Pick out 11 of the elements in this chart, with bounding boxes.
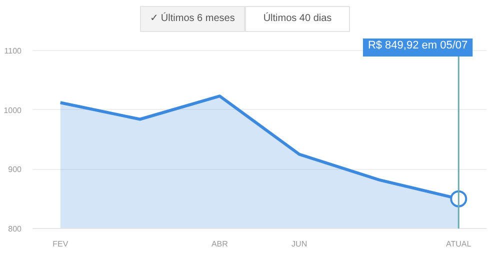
y-tick-label: 1000	[4, 106, 22, 115]
y-tick-label: 800	[8, 224, 22, 234]
x-tick-label: ABR	[211, 240, 228, 248]
text: ✓ Últimos 6 meses	[140, 6, 245, 32]
annotation: R$ 849,92 em 05/07	[368, 40, 468, 52]
x-tick-label: FEV	[52, 240, 69, 248]
y-tick-label: 1100	[4, 46, 22, 56]
y-tick-label: 900	[8, 165, 22, 174]
x-tick-label: ATUAL	[446, 240, 472, 248]
x-tick-label: JUN	[292, 240, 308, 248]
text: Últimos 40 dias	[245, 6, 350, 32]
